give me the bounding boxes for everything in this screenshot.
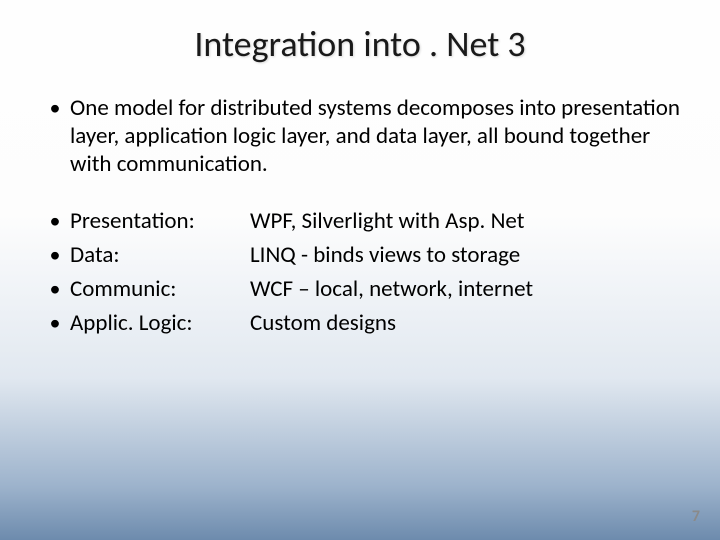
layer-value: Custom designs — [250, 306, 680, 340]
layer-value: LINQ - binds views to storage — [250, 238, 680, 272]
slide-content: • One model for distributed systems deco… — [0, 66, 720, 340]
col-bullets: • • • • — [40, 204, 70, 340]
bullet-icon: • — [40, 94, 70, 122]
page-number: 7 — [692, 507, 700, 526]
bullet-icon: • — [40, 238, 70, 272]
layer-label: Applic. Logic: — [70, 306, 250, 340]
layer-label: Communic: — [70, 272, 250, 306]
col-values: WPF, Silverlight with Asp. Net LINQ - bi… — [250, 204, 680, 340]
layer-table: • • • • Presentation: Data: Communic: Ap… — [40, 204, 680, 340]
layer-value: WCF – local, network, internet — [250, 272, 680, 306]
layer-value: WPF, Silverlight with Asp. Net — [250, 204, 680, 238]
slide-title: Integration into . Net 3 — [0, 0, 720, 66]
layer-label: Data: — [70, 238, 250, 272]
col-labels: Presentation: Data: Communic: Applic. Lo… — [70, 204, 250, 340]
bullet-icon: • — [40, 204, 70, 238]
layer-label: Presentation: — [70, 204, 250, 238]
slide: Integration into . Net 3 • One model for… — [0, 0, 720, 540]
intro-bullet-row: • One model for distributed systems deco… — [40, 94, 680, 178]
intro-text: One model for distributed systems decomp… — [70, 94, 680, 178]
bullet-icon: • — [40, 272, 70, 306]
bullet-icon: • — [40, 306, 70, 340]
